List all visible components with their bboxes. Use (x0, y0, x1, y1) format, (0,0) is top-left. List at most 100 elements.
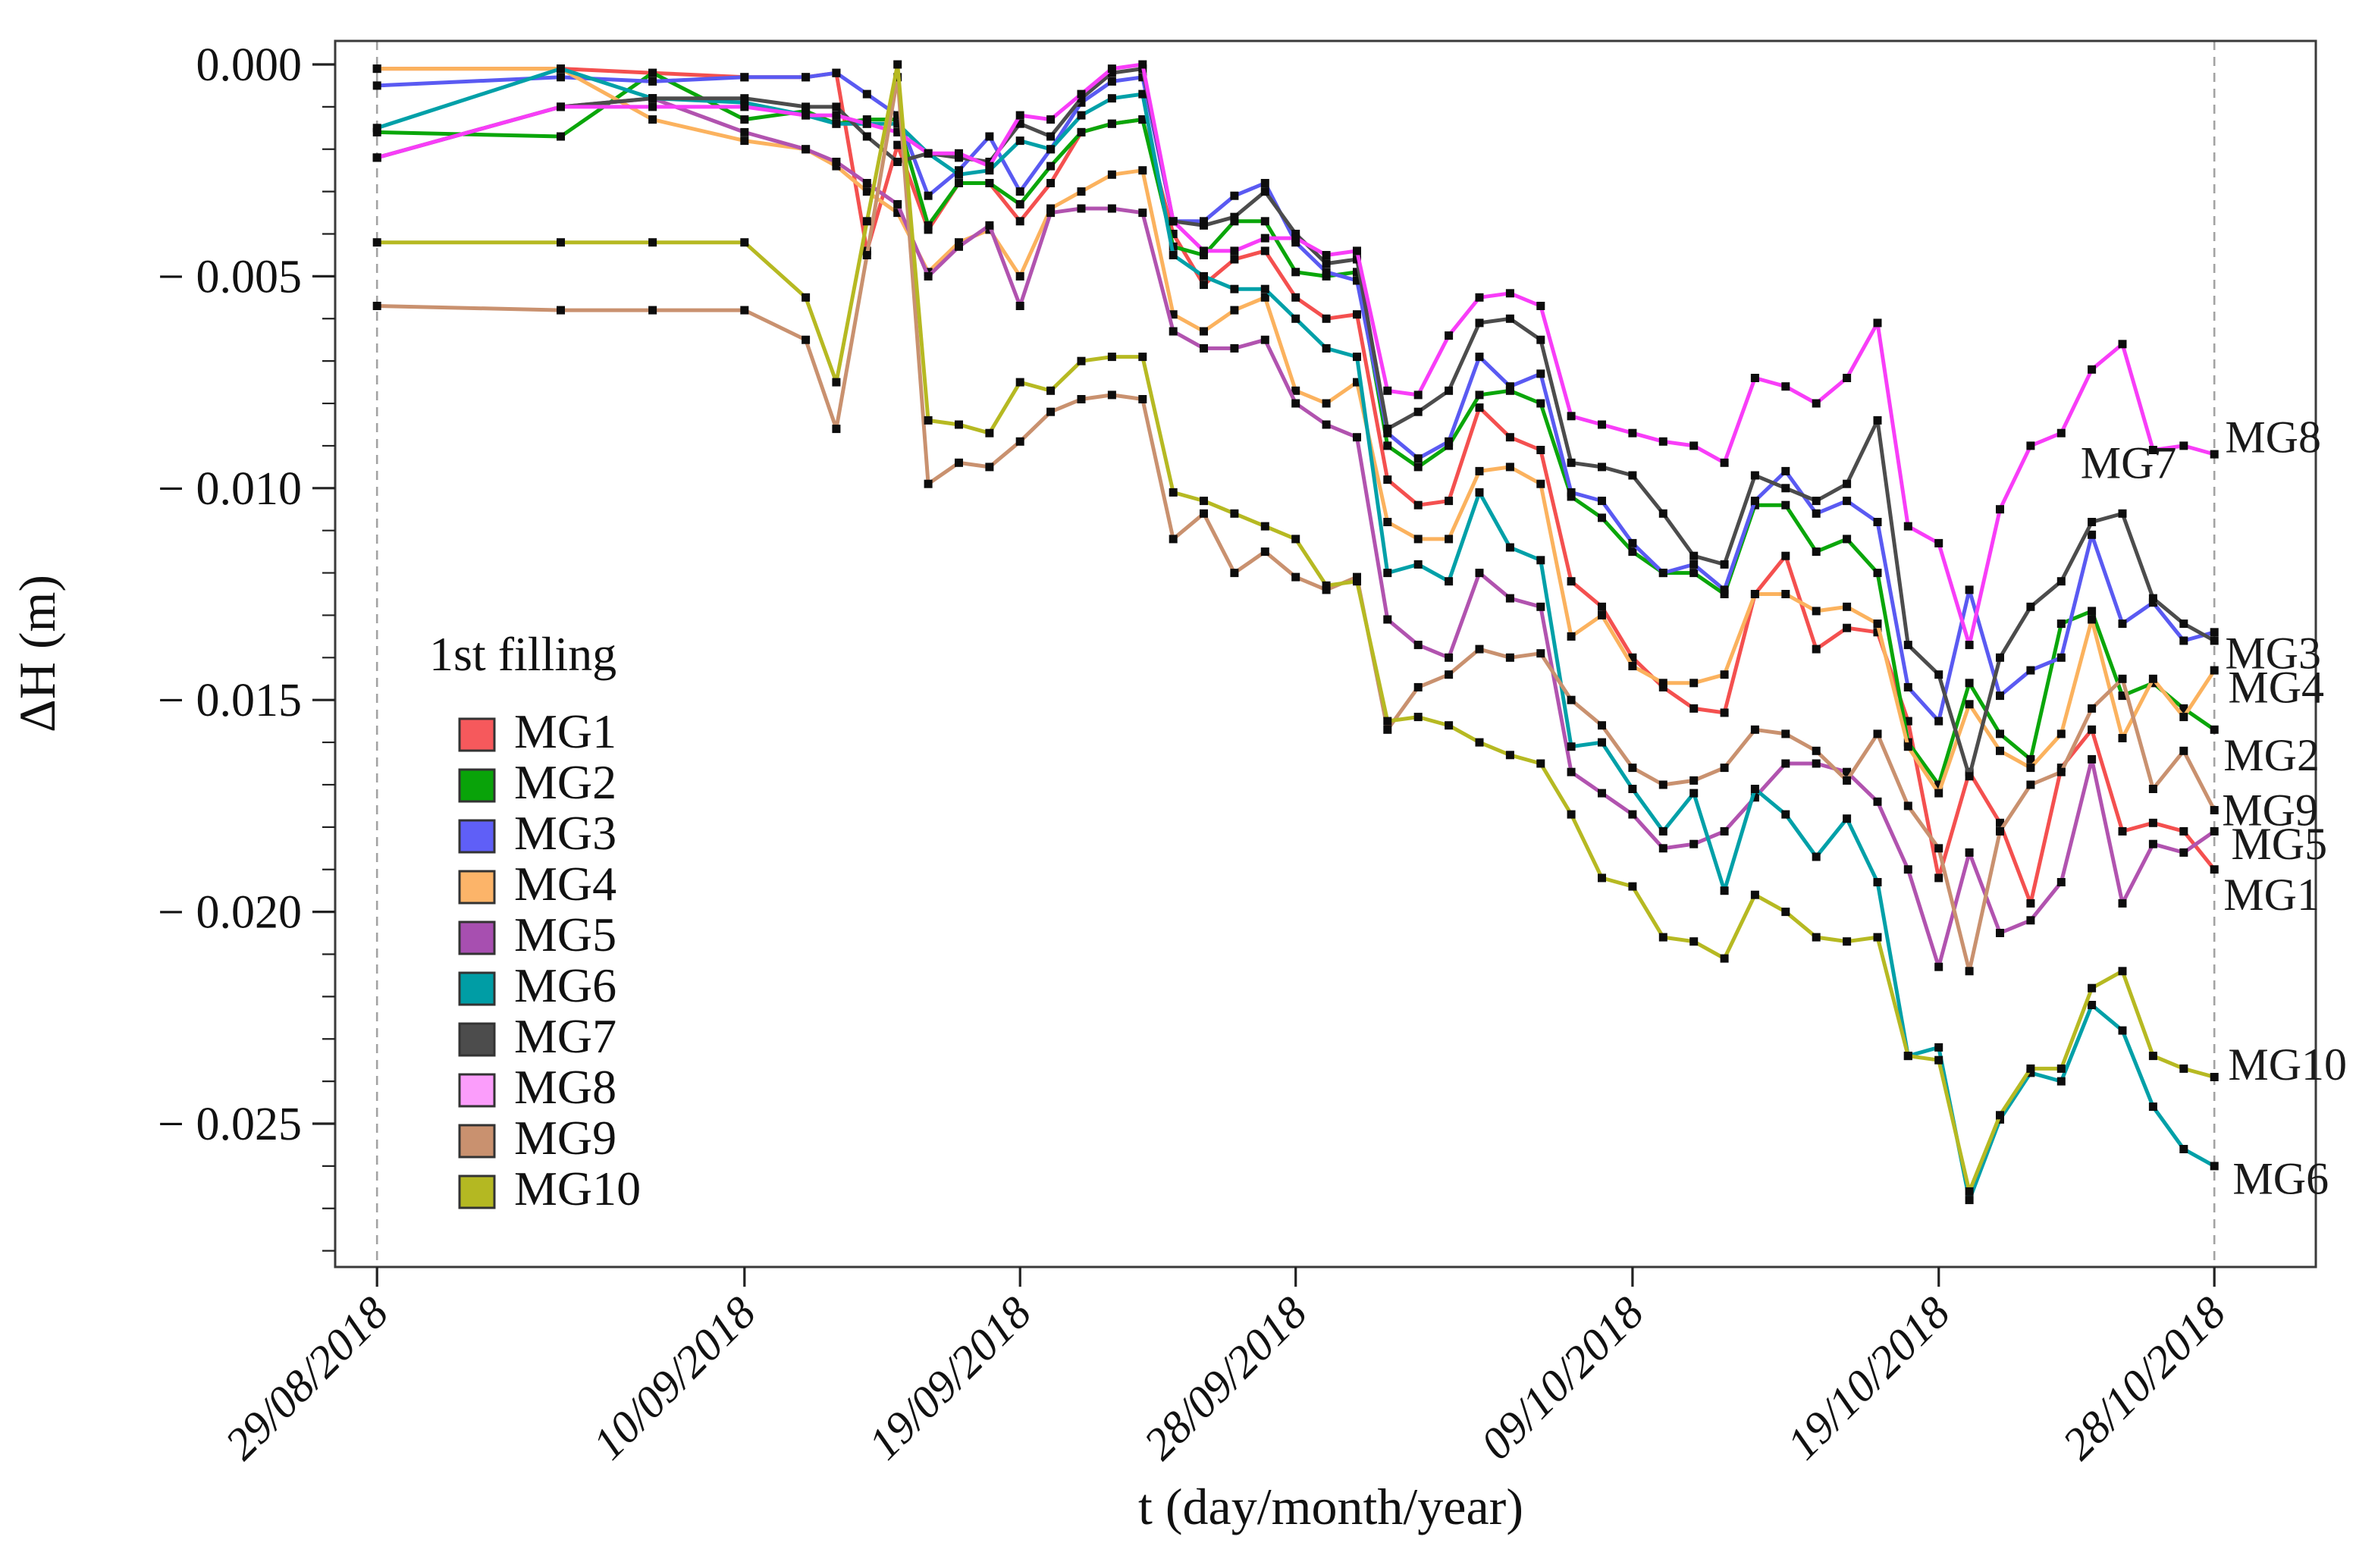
data-marker (1996, 653, 2004, 662)
legend-label: MG5 (514, 908, 616, 961)
data-marker (1720, 585, 1729, 594)
data-marker (1598, 721, 1606, 730)
data-marker (1996, 818, 2004, 827)
data-marker (372, 81, 381, 90)
data-marker (1413, 463, 1423, 472)
data-marker (1200, 281, 1208, 290)
data-marker (1260, 293, 1269, 302)
data-marker (1291, 572, 1300, 582)
data-marker (1934, 1055, 1943, 1065)
data-marker (1843, 776, 1852, 785)
data-marker (924, 416, 933, 425)
data-marker (862, 187, 871, 196)
plot-area: 0.000 − 0.005 − 0.010 − 0.015 − 0.020 − 0.025… (158, 39, 2347, 1469)
data-marker (648, 238, 657, 247)
data-marker (1413, 641, 1423, 650)
data-marker (1291, 268, 1300, 277)
data-marker (1873, 619, 1882, 629)
data-marker (1750, 793, 1759, 802)
legend-swatch-mg2 (458, 768, 496, 803)
data-marker (1260, 187, 1269, 196)
data-marker (1322, 314, 1331, 323)
data-marker (1046, 132, 1056, 141)
data-marker (1291, 234, 1300, 243)
data-marker (1781, 908, 1790, 917)
data-marker (1291, 399, 1300, 408)
legend-item-mg7: MG7 (458, 1009, 616, 1063)
x-tick-label: 28/09/2018 (1134, 1287, 1316, 1469)
data-marker (1536, 369, 1545, 378)
data-marker (1996, 691, 2004, 701)
data-marker (1720, 886, 1729, 895)
data-marker (832, 68, 841, 77)
data-marker (893, 127, 902, 136)
data-marker (648, 68, 657, 77)
data-marker (2056, 767, 2066, 776)
data-marker (1720, 670, 1729, 679)
data-marker (832, 158, 841, 166)
data-marker (1536, 302, 1545, 310)
data-marker (1291, 386, 1300, 395)
data-marker (1169, 488, 1178, 497)
data-marker (2179, 1064, 2188, 1073)
legend-swatch-mg10 (458, 1174, 496, 1209)
data-marker (557, 238, 565, 247)
data-marker (1843, 767, 1852, 776)
data-marker (1567, 577, 1576, 586)
data-marker (1965, 848, 1974, 857)
data-marker (1934, 717, 1943, 726)
data-marker (1873, 569, 1882, 578)
legend-label: MG8 (514, 1060, 616, 1114)
data-marker (1353, 268, 1361, 277)
data-marker (1628, 810, 1637, 819)
data-marker (1107, 77, 1116, 86)
data-marker (1015, 302, 1024, 310)
data-marker (2088, 704, 2097, 713)
data-marker (557, 132, 565, 141)
data-marker (1353, 246, 1361, 256)
legend-label: MG3 (514, 806, 616, 860)
data-marker (1230, 212, 1239, 221)
data-marker (1445, 670, 1454, 679)
legend-label: MG7 (514, 1009, 616, 1063)
data-marker (1015, 437, 1024, 446)
data-marker (1628, 653, 1637, 662)
data-marker (802, 335, 811, 344)
legend-label: MG6 (514, 958, 616, 1012)
data-marker (1046, 145, 1056, 154)
data-marker (648, 102, 657, 111)
data-marker (1628, 882, 1637, 891)
data-marker (1200, 221, 1208, 230)
data-marker (1934, 844, 1943, 853)
series-annotation-mg1: MG1 (2223, 870, 2320, 920)
data-marker (1965, 1196, 1974, 1205)
data-marker (1536, 399, 1545, 408)
data-marker (1475, 569, 1484, 578)
data-marker (893, 119, 902, 128)
data-marker (1689, 560, 1699, 569)
data-marker (1322, 585, 1331, 594)
data-marker (1046, 179, 1056, 187)
data-marker (1475, 293, 1484, 302)
data-marker (2088, 615, 2097, 624)
data-marker (1413, 454, 1423, 463)
data-marker (1046, 115, 1056, 124)
data-marker (1107, 204, 1116, 213)
data-marker (1903, 742, 1912, 751)
data-marker (2118, 674, 2127, 683)
data-marker (2179, 704, 2188, 713)
data-marker (1781, 466, 1790, 475)
data-marker (1353, 572, 1361, 582)
data-marker (740, 102, 749, 111)
data-marker (1077, 204, 1086, 213)
series-annotation-mg10: MG10 (2228, 1040, 2347, 1090)
data-marker (372, 302, 381, 310)
data-marker (1077, 395, 1086, 403)
legend-title: 1st filling (429, 627, 616, 681)
data-marker (1230, 343, 1239, 353)
data-marker (1598, 602, 1606, 611)
y-tick-label: − 0.010 (158, 463, 302, 515)
data-marker (1903, 522, 1912, 531)
data-marker (955, 238, 963, 247)
data-marker (2148, 594, 2157, 603)
